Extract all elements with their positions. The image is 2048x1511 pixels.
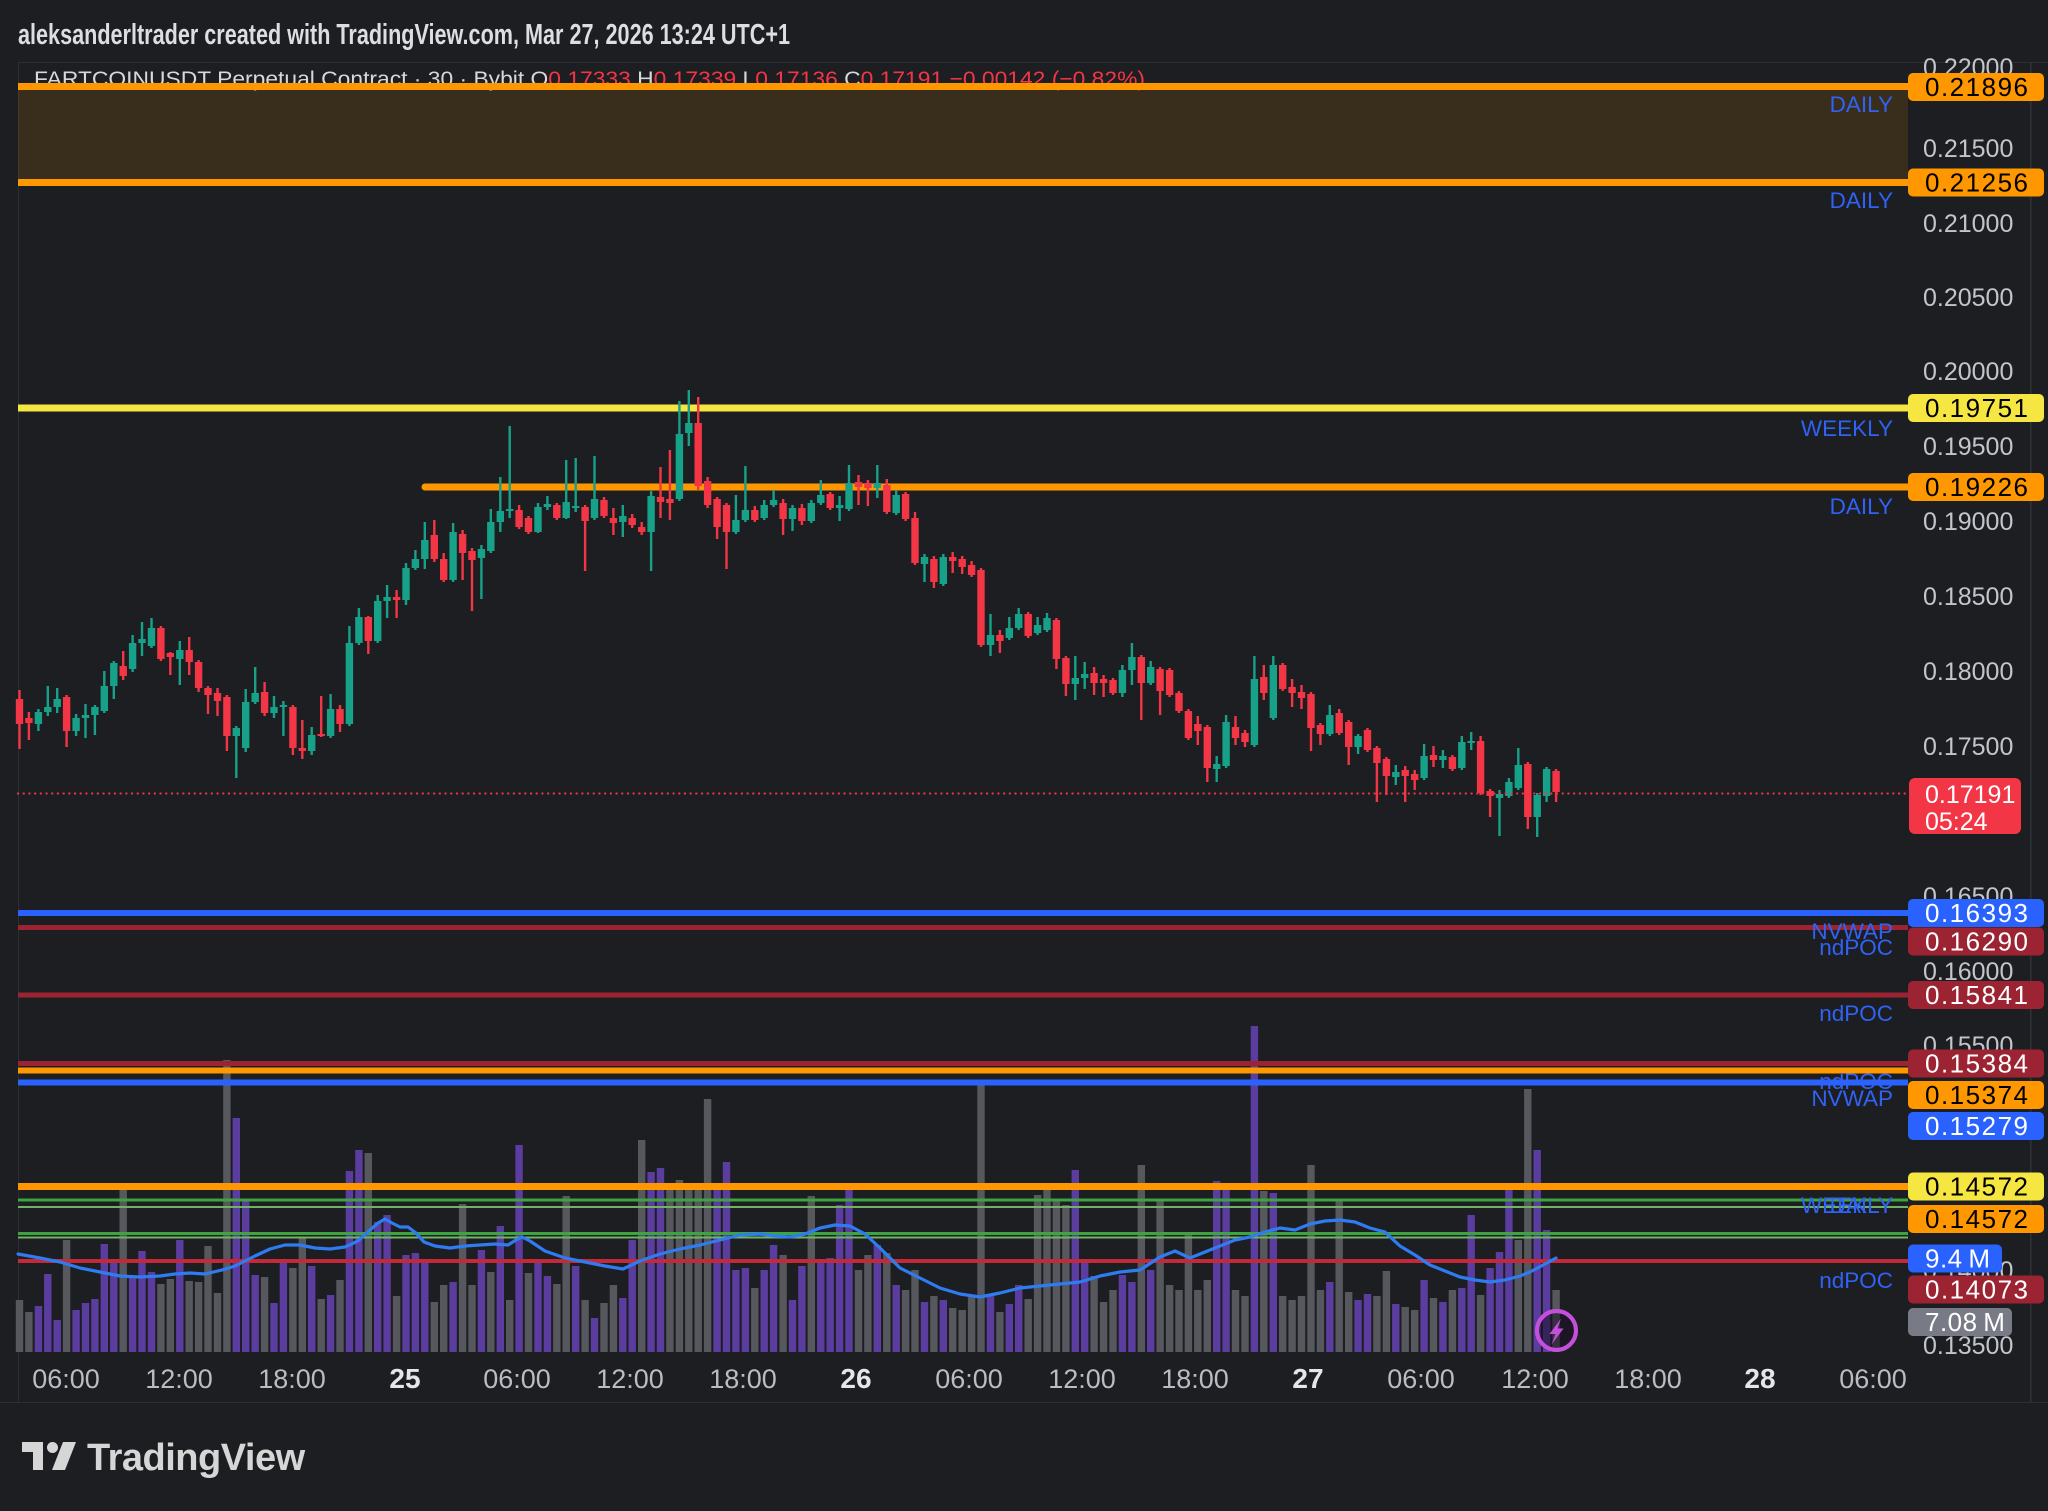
svg-text:05:24: 05:24: [1925, 808, 1988, 836]
svg-text:26: 26: [840, 1363, 871, 1394]
svg-text:0.14572: 0.14572: [1925, 1204, 2029, 1234]
svg-text:ndPOC: ndPOC: [1819, 1001, 1893, 1026]
svg-text:0.19226: 0.19226: [1925, 472, 2029, 502]
svg-text:0.15384: 0.15384: [1925, 1049, 2029, 1079]
svg-text:06:00: 06:00: [1839, 1364, 1907, 1394]
svg-text:12:00: 12:00: [1048, 1364, 1116, 1394]
svg-text:0.17191: 0.17191: [1925, 781, 2015, 809]
svg-text:0.14572: 0.14572: [1925, 1172, 2029, 1202]
svg-text:TradingView: TradingView: [87, 1437, 306, 1479]
svg-text:18:00: 18:00: [1161, 1364, 1229, 1394]
svg-text:0.21896: 0.21896: [1925, 72, 2029, 102]
svg-text:9.4 M: 9.4 M: [1925, 1244, 1991, 1274]
svg-text:0.15279: 0.15279: [1925, 1111, 2029, 1141]
svg-text:0.19000: 0.19000: [1923, 508, 2013, 536]
svg-text:aleksanderltrader created with: aleksanderltrader created with TradingVi…: [18, 19, 790, 51]
svg-text:12:00: 12:00: [1501, 1364, 1569, 1394]
svg-text:0.13500: 0.13500: [1923, 1332, 2013, 1360]
svg-text:NVWAP: NVWAP: [1811, 1086, 1893, 1111]
svg-text:0.21256: 0.21256: [1925, 168, 2029, 198]
svg-text:WEEKLY: WEEKLY: [1801, 416, 1893, 441]
svg-text:0.21500: 0.21500: [1923, 135, 2013, 163]
svg-text:12:00: 12:00: [596, 1364, 664, 1394]
svg-text:06:00: 06:00: [483, 1364, 551, 1394]
svg-text:27: 27: [1292, 1363, 1323, 1394]
svg-text:WEEKLY: WEEKLY: [1801, 1193, 1893, 1218]
svg-text:0.18500: 0.18500: [1923, 583, 2013, 611]
svg-text:ndPOC: ndPOC: [1819, 935, 1893, 960]
svg-text:0.16290: 0.16290: [1925, 927, 2029, 957]
svg-text:DAILY: DAILY: [1830, 92, 1893, 117]
svg-text:0.14073: 0.14073: [1925, 1275, 2029, 1305]
svg-text:25: 25: [389, 1363, 420, 1394]
svg-text:ndPOC: ndPOC: [1819, 1069, 1893, 1094]
svg-text:28: 28: [1744, 1363, 1775, 1394]
svg-text:7.08 M: 7.08 M: [1925, 1307, 2005, 1337]
svg-text:0.18000: 0.18000: [1923, 658, 2013, 686]
svg-text:0.20500: 0.20500: [1923, 284, 2013, 312]
svg-text:0.20000: 0.20000: [1923, 358, 2013, 386]
svg-text:0.16393: 0.16393: [1925, 898, 2029, 928]
svg-text:06:00: 06:00: [1387, 1364, 1455, 1394]
svg-text:DAILY: DAILY: [1830, 188, 1893, 213]
svg-text:0.15841: 0.15841: [1925, 980, 2029, 1010]
svg-text:ndPOC: ndPOC: [1819, 1268, 1893, 1293]
svg-text:0.17500: 0.17500: [1923, 733, 2013, 761]
svg-text:DAILY: DAILY: [1830, 1193, 1893, 1218]
svg-text:0.15374: 0.15374: [1925, 1080, 2029, 1110]
svg-text:18:00: 18:00: [1614, 1364, 1682, 1394]
svg-text:12:00: 12:00: [145, 1364, 213, 1394]
svg-text:06:00: 06:00: [935, 1364, 1003, 1394]
svg-text:0.19751: 0.19751: [1925, 393, 2029, 423]
svg-text:0.21000: 0.21000: [1923, 210, 2013, 238]
svg-text:0.19500: 0.19500: [1923, 433, 2013, 461]
svg-text:NVWAP: NVWAP: [1811, 919, 1893, 944]
svg-text:18:00: 18:00: [258, 1364, 326, 1394]
svg-text:18:00: 18:00: [709, 1364, 777, 1394]
svg-text:06:00: 06:00: [32, 1364, 100, 1394]
svg-text:DAILY: DAILY: [1830, 494, 1893, 519]
